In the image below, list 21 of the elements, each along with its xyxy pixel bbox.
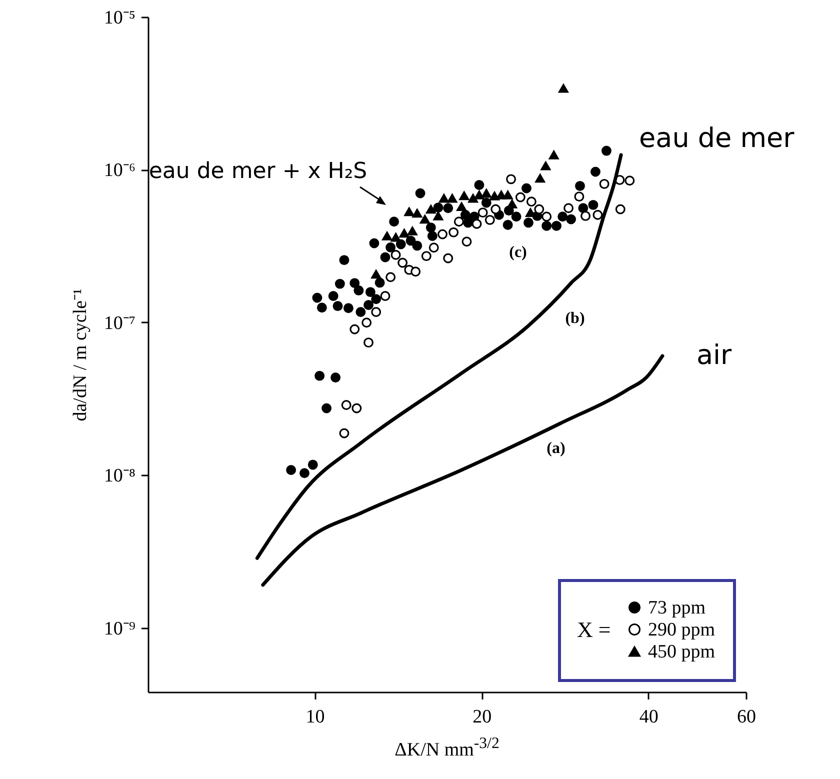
y-tick-label: 10⁻⁸ [104,466,136,487]
x-tick-label: 40 [639,706,658,728]
legend-title: X = [577,617,611,642]
legend-label: 450 ppm [648,642,716,662]
x-axis-title: ΔK/N mm$^{-3/2}$ [394,735,500,762]
legend-label: 73 ppm [648,598,706,618]
x-tick-label: 20 [472,706,492,728]
series-label: eau de mer [639,122,796,154]
y-axis-title: da/dN / m cycle⁻¹ [70,288,91,422]
y-tick-label: 10⁻⁷ [104,312,136,334]
annotation: (c) [509,244,527,261]
x-tick-label: 60 [737,706,756,728]
annotation: (b) [565,310,585,327]
y-tick-label: 10⁻⁵ [104,8,136,28]
y-tick-label: 10⁻⁹ [104,618,136,640]
legend-label: 290 ppm [648,620,716,640]
annotation: (a) [546,440,566,457]
annotation: eau de mer + x H₂S [148,159,368,184]
series-label: air [696,340,732,371]
x-tick-label: 10 [306,706,325,728]
y-tick-label: 10⁻⁶ [104,160,136,182]
